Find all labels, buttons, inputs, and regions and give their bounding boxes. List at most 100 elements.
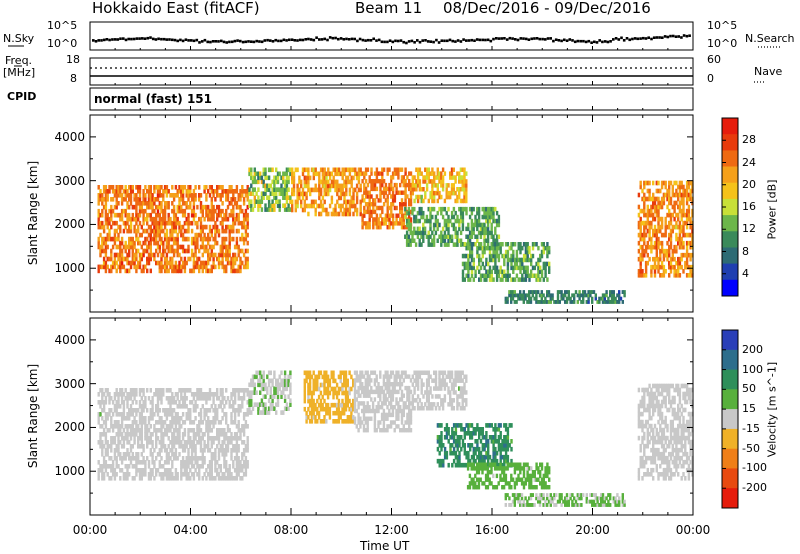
data-cell bbox=[137, 201, 140, 206]
data-cell bbox=[199, 232, 203, 238]
noise-sample bbox=[241, 40, 245, 44]
data-cell bbox=[305, 179, 308, 185]
noise-sample bbox=[587, 39, 591, 43]
data-cell bbox=[155, 236, 158, 242]
data-cell bbox=[239, 236, 242, 242]
data-cell bbox=[314, 171, 317, 177]
data-cell bbox=[104, 216, 108, 222]
noise-sample bbox=[353, 37, 356, 41]
data-cell bbox=[241, 189, 244, 194]
data-cell bbox=[250, 191, 253, 196]
data-cell bbox=[135, 208, 138, 214]
data-cell bbox=[488, 273, 492, 278]
data-cell bbox=[172, 440, 176, 445]
data-cell bbox=[669, 232, 673, 238]
data-cell bbox=[259, 374, 262, 380]
data-cell bbox=[106, 189, 109, 194]
data-cell bbox=[332, 179, 335, 185]
data-cell bbox=[440, 238, 443, 243]
data-cell bbox=[273, 175, 276, 181]
data-cell bbox=[219, 388, 222, 393]
data-cell bbox=[386, 217, 389, 222]
data-cell bbox=[169, 448, 172, 453]
noise-sample bbox=[652, 36, 656, 39]
data-cell bbox=[283, 394, 287, 399]
data-cell bbox=[643, 200, 646, 206]
data-cell bbox=[198, 185, 201, 190]
data-cell bbox=[140, 416, 143, 421]
data-cell bbox=[495, 222, 499, 228]
data-cell bbox=[308, 398, 312, 404]
data-cell bbox=[201, 476, 204, 481]
data-cell bbox=[443, 242, 447, 247]
data-cell bbox=[120, 208, 124, 214]
data-cell bbox=[307, 398, 310, 404]
data-cell bbox=[404, 171, 407, 176]
data-cell bbox=[190, 448, 194, 453]
data-cell bbox=[99, 264, 102, 270]
data-cell bbox=[180, 444, 183, 449]
data-cell bbox=[160, 228, 163, 234]
data-cell bbox=[97, 468, 100, 473]
data-cell bbox=[671, 228, 674, 234]
data-cell bbox=[361, 217, 364, 222]
data-cell bbox=[104, 248, 108, 254]
data-cell bbox=[237, 436, 240, 441]
data-cell bbox=[262, 386, 265, 392]
data-cell bbox=[246, 392, 249, 397]
data-cell bbox=[269, 402, 272, 407]
data-cell bbox=[140, 436, 143, 441]
data-cell bbox=[395, 217, 398, 222]
data-cell bbox=[341, 410, 344, 416]
data-cell bbox=[106, 416, 109, 421]
data-cell bbox=[135, 424, 138, 429]
data-cell bbox=[117, 396, 120, 401]
data-cell bbox=[352, 419, 355, 424]
data-cell bbox=[278, 374, 281, 380]
data-cell bbox=[185, 444, 188, 449]
data-cell bbox=[201, 204, 204, 210]
data-cell bbox=[138, 476, 142, 481]
data-cell bbox=[153, 476, 156, 481]
data-cell bbox=[301, 195, 305, 201]
noise-sample bbox=[549, 37, 552, 40]
data-cell bbox=[443, 230, 447, 236]
data-cell bbox=[169, 232, 172, 238]
data-cell bbox=[463, 198, 466, 204]
data-cell bbox=[138, 252, 142, 258]
noise-sample bbox=[459, 40, 463, 43]
data-cell bbox=[370, 179, 373, 184]
data-cell bbox=[181, 189, 185, 194]
data-cell bbox=[540, 269, 544, 274]
data-cell bbox=[503, 253, 506, 259]
data-cell bbox=[685, 196, 689, 202]
data-cell bbox=[232, 208, 235, 214]
data-cell bbox=[283, 406, 287, 411]
noise-sample bbox=[211, 40, 215, 43]
data-cell bbox=[332, 183, 335, 189]
data-cell bbox=[155, 220, 158, 226]
data-cell bbox=[567, 290, 570, 294]
data-cell bbox=[432, 242, 436, 247]
data-cell bbox=[140, 472, 143, 477]
data-cell bbox=[490, 257, 493, 263]
data-cell bbox=[233, 476, 237, 481]
data-cell bbox=[117, 252, 120, 258]
noise-sample bbox=[307, 37, 310, 41]
data-cell bbox=[653, 208, 657, 214]
data-cell bbox=[230, 420, 233, 425]
data-cell bbox=[108, 396, 111, 401]
data-cell bbox=[494, 230, 497, 236]
data-cell bbox=[425, 167, 429, 172]
data-cell bbox=[657, 180, 660, 186]
data-cell bbox=[187, 440, 190, 445]
data-cell bbox=[407, 218, 411, 224]
data-cell bbox=[666, 248, 669, 254]
data-cell bbox=[664, 180, 667, 186]
data-cell bbox=[241, 224, 244, 230]
data-cell bbox=[459, 210, 463, 216]
data-cell bbox=[201, 264, 204, 270]
data-cell bbox=[207, 208, 210, 214]
data-cell bbox=[691, 252, 694, 258]
data-cell bbox=[101, 440, 104, 445]
